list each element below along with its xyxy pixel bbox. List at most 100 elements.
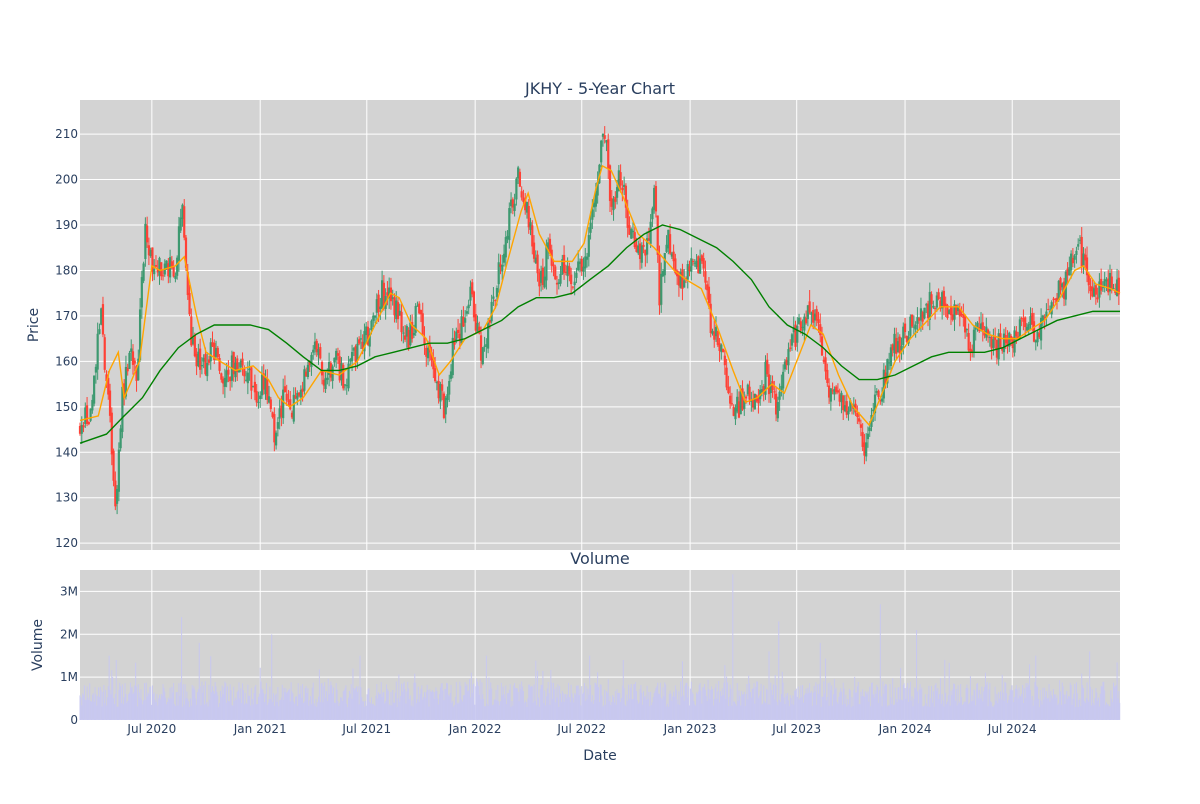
candle (126, 363, 129, 376)
candle-body (1018, 319, 1021, 340)
volume-bar (870, 682, 872, 720)
volume-bar (1113, 682, 1115, 720)
volume-bar (995, 700, 997, 720)
volume-bar (890, 697, 892, 720)
candle-body (935, 295, 938, 308)
volume-bar (109, 689, 111, 720)
volume-bar (618, 692, 620, 720)
volume-bar (1060, 704, 1062, 720)
candle (534, 250, 537, 264)
candle-body (925, 304, 928, 306)
candle-body (1059, 278, 1062, 291)
volume-bar (468, 690, 470, 720)
volume-bar (1043, 699, 1045, 720)
candle-body (220, 373, 223, 380)
candle-body (962, 313, 965, 318)
volume-bar (769, 704, 771, 720)
volume-bar (760, 683, 762, 720)
volume-bar (245, 702, 247, 720)
volume-bar (561, 690, 563, 720)
candle (911, 314, 914, 328)
candle-body (593, 202, 596, 208)
volume-bar (852, 706, 854, 720)
candle (677, 270, 681, 297)
x-tick-label: Jul 2024 (987, 722, 1037, 736)
volume-bar (767, 704, 769, 720)
candle-body (469, 286, 472, 301)
volume-bar (340, 697, 342, 720)
candle-body (515, 178, 518, 200)
candle-body (426, 347, 430, 359)
volume-bar (99, 686, 101, 720)
candle (630, 227, 633, 240)
candle-body (305, 371, 308, 377)
volume-bar (969, 676, 971, 720)
candle-body (359, 338, 363, 340)
volume-bar (192, 688, 194, 720)
volume-bar (176, 692, 178, 720)
volume-bar (518, 701, 520, 720)
volume-bar (631, 699, 633, 720)
candle (736, 389, 739, 414)
volume-bar (693, 701, 695, 720)
candle (128, 350, 131, 370)
volume-bar (146, 696, 148, 720)
candle-body (972, 329, 976, 352)
volume-bar (655, 687, 657, 720)
volume-bar (284, 692, 286, 720)
volume-bar (784, 704, 786, 720)
volume-bar (960, 684, 962, 720)
volume-bar (629, 687, 631, 720)
volume-bar (764, 701, 766, 720)
volume-bar (134, 685, 136, 720)
volume-y-tick-label: 2M (60, 627, 78, 641)
volume-bar (354, 690, 356, 720)
volume-bar (1104, 690, 1106, 720)
volume-bar (994, 686, 996, 720)
candle-body (518, 171, 522, 187)
candle-body (151, 247, 154, 272)
volume-bar (900, 668, 902, 720)
volume-bar (281, 684, 283, 720)
volume-bar (575, 685, 577, 720)
candle-body (117, 449, 120, 492)
candle-body (430, 352, 433, 361)
candle-body (243, 368, 246, 377)
candle (713, 320, 716, 348)
volume-bar (403, 681, 405, 720)
volume-bar (270, 699, 272, 720)
volume-bar (798, 699, 800, 720)
volume-bar (703, 687, 705, 720)
volume-bar (165, 697, 167, 720)
volume-bar (686, 682, 688, 720)
candle-body (137, 358, 140, 381)
volume-bar (400, 695, 402, 720)
candle-body (893, 333, 896, 354)
candle-body (105, 374, 108, 382)
candle (700, 254, 703, 264)
candle (554, 264, 557, 281)
volume-bar (860, 691, 862, 720)
volume-bar (723, 682, 725, 720)
volume-bar (1106, 704, 1108, 720)
volume-bar (1013, 702, 1015, 720)
volume-bar (610, 705, 612, 720)
volume-bar (756, 681, 758, 720)
volume-bar (372, 703, 374, 720)
candle (555, 275, 559, 295)
candle (297, 392, 301, 398)
volume-bar (329, 685, 331, 720)
volume-bar (942, 700, 944, 720)
volume-bar (1074, 683, 1076, 720)
candle (1036, 329, 1039, 347)
volume-bar (424, 692, 426, 720)
volume-bar (130, 688, 132, 720)
volume-bar (919, 684, 921, 720)
volume-bar (724, 665, 726, 720)
candle (381, 270, 384, 313)
candle (861, 423, 864, 452)
volume-bar (1017, 698, 1019, 720)
volume-bar (135, 662, 137, 720)
x-axis-title: Date (583, 748, 616, 764)
